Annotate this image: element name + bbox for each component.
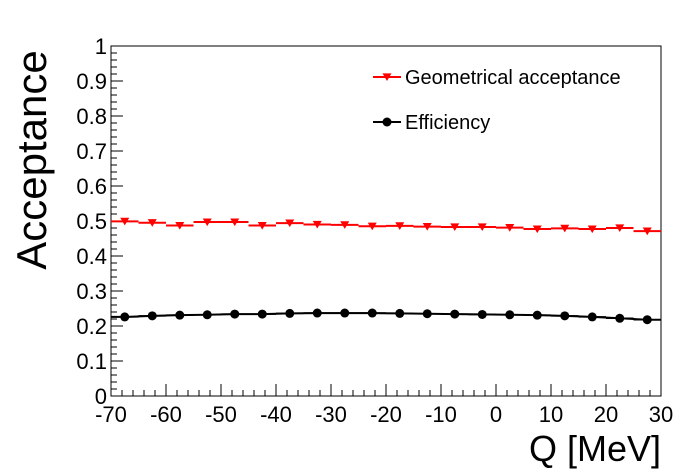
geometrical-acceptance-point (202, 218, 212, 227)
efficiency-point (312, 308, 322, 318)
y-tick-label: 0.5 (76, 209, 107, 234)
efficiency-point (587, 312, 597, 322)
series-layer (111, 217, 661, 325)
efficiency-point (257, 309, 267, 319)
efficiency-point (367, 308, 377, 318)
ticks-layer: -70 -60 -50 -40 -30 -20 -10 0 10 20 30 0 0.1 0.2 0.3 0.… (76, 34, 673, 427)
geometrical-acceptance-point (505, 224, 515, 232)
geometrical-acceptance-point (560, 224, 570, 233)
y-tick-label: 0.1 (76, 349, 107, 374)
efficiency-point (615, 313, 625, 323)
geometrical-acceptance-point (532, 225, 542, 234)
efficiency-point (395, 308, 405, 318)
efficiency-point (450, 309, 460, 319)
geometrical-acceptance-point (615, 224, 625, 233)
efficiency-point (505, 310, 515, 320)
y-tick-label: 0.9 (76, 69, 107, 94)
x-tick-label: -70 (95, 402, 127, 427)
x-tick-label: 30 (649, 402, 673, 427)
y-tick-label: 0.3 (76, 279, 107, 304)
y-axis-title: Acceptance (8, 50, 55, 269)
efficiency-point (642, 315, 652, 325)
y-tick-label: 0.6 (76, 174, 107, 199)
geometrical-acceptance-point (422, 223, 432, 231)
geometrical-acceptance-point (587, 225, 597, 234)
x-axis-title: Q [MeV] (529, 428, 661, 469)
efficiency-point (147, 311, 157, 321)
efficiency-point (560, 311, 570, 321)
legend: Geometrical acceptance Efficiency (373, 67, 621, 134)
efficiency-point (532, 310, 542, 320)
x-tick-label: -60 (150, 402, 182, 427)
efficiency-point (340, 308, 350, 318)
geometrical-acceptance-point (367, 222, 377, 231)
geometrical-acceptance-legend-label: Geometrical acceptance (405, 67, 621, 89)
geometrical-acceptance-point (395, 222, 405, 230)
efficiency-point (175, 310, 185, 320)
x-tick-label: 10 (539, 402, 563, 427)
geometrical-acceptance-point (340, 221, 350, 229)
x-tick-label: -30 (315, 402, 347, 427)
y-tick-label: 0.7 (76, 139, 107, 164)
geometrical-acceptance-point (312, 220, 322, 229)
y-tick-label: 0 (95, 384, 107, 409)
efficiency-point (230, 309, 240, 319)
x-tick-label: -10 (425, 402, 457, 427)
efficiency-point (120, 312, 130, 322)
y-tick-label: 1 (95, 34, 107, 59)
x-tick-label: -20 (370, 402, 402, 427)
y-tick-label: 0.2 (76, 314, 107, 339)
x-tick-label: -50 (205, 402, 237, 427)
geometrical-acceptance-point (120, 217, 130, 226)
geometrical-acceptance-point (285, 219, 295, 228)
geometrical-acceptance-legend-marker (382, 73, 392, 82)
geometrical-acceptance-point (175, 221, 185, 230)
y-tick-label: 0.8 (76, 104, 107, 129)
x-tick-label: -40 (260, 402, 292, 427)
efficiency-point (477, 309, 487, 319)
geometrical-acceptance-point (450, 223, 460, 231)
x-tick-label: 0 (490, 402, 502, 427)
geometrical-acceptance-point (257, 221, 267, 230)
efficiency-point (285, 308, 295, 318)
y-tick-label: 0.4 (76, 244, 107, 269)
geometrical-acceptance-point (230, 218, 240, 227)
efficiency-point (202, 310, 212, 320)
efficiency-point (422, 309, 432, 319)
geometrical-acceptance-point (477, 223, 487, 231)
geometrical-acceptance-point (642, 227, 652, 236)
efficiency-legend-marker (382, 117, 392, 127)
x-tick-label: 20 (594, 402, 618, 427)
efficiency-legend-label: Efficiency (405, 112, 490, 134)
geometrical-acceptance-point (147, 219, 157, 227)
